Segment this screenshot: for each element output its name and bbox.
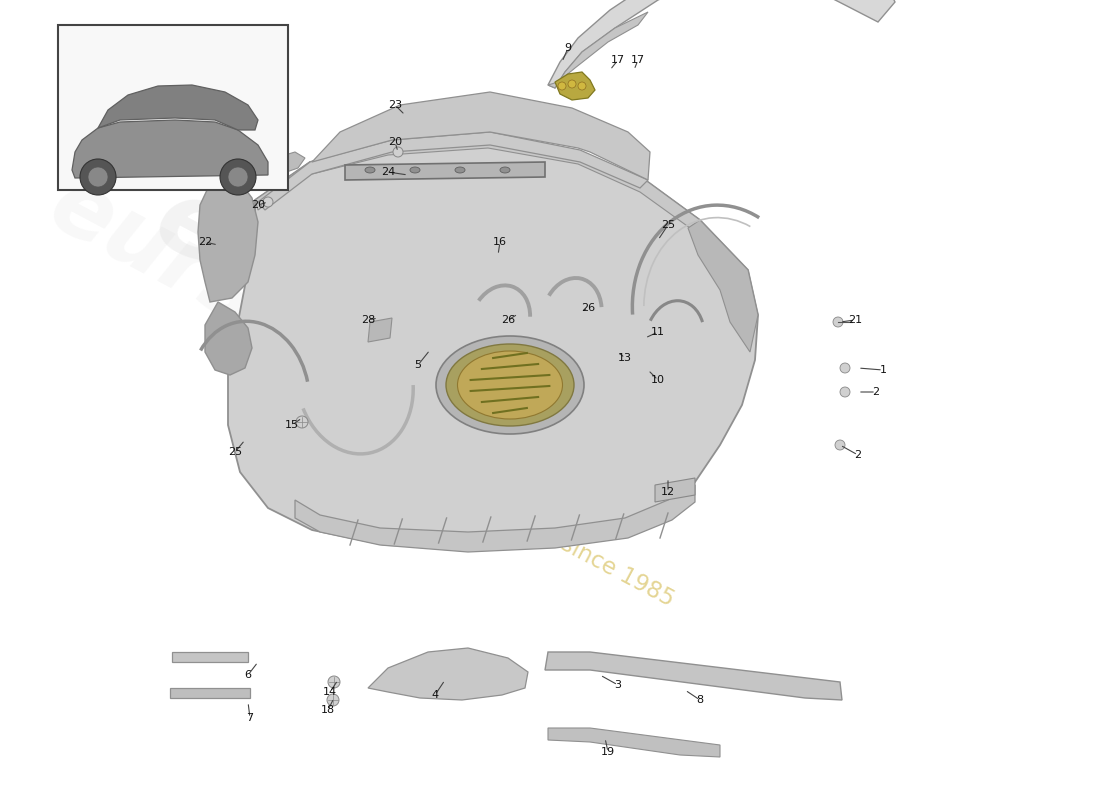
Text: 2: 2 — [872, 387, 880, 397]
Polygon shape — [368, 648, 528, 700]
Circle shape — [88, 167, 108, 187]
Polygon shape — [258, 132, 648, 210]
Polygon shape — [248, 152, 305, 185]
Text: 6: 6 — [244, 670, 252, 680]
Circle shape — [835, 440, 845, 450]
Text: 25: 25 — [661, 220, 675, 230]
Polygon shape — [548, 0, 895, 88]
Text: 15: 15 — [285, 420, 299, 430]
Circle shape — [328, 676, 340, 688]
Text: a passion for parts since 1985: a passion for parts since 1985 — [362, 429, 678, 611]
Text: 23: 23 — [388, 100, 403, 110]
Polygon shape — [72, 120, 268, 178]
Circle shape — [220, 159, 256, 195]
Ellipse shape — [365, 167, 375, 173]
Polygon shape — [688, 220, 758, 352]
Text: 25: 25 — [228, 447, 242, 457]
Text: 11: 11 — [651, 327, 666, 337]
Text: 17: 17 — [610, 55, 625, 65]
Text: 24: 24 — [381, 167, 395, 177]
Ellipse shape — [446, 344, 574, 426]
Circle shape — [568, 80, 576, 88]
Circle shape — [393, 147, 403, 157]
Polygon shape — [368, 318, 392, 342]
Text: 7: 7 — [246, 713, 254, 723]
Text: 12: 12 — [661, 487, 675, 497]
Polygon shape — [544, 652, 842, 700]
Text: eurspares: eurspares — [138, 168, 703, 532]
Text: 14: 14 — [323, 687, 337, 697]
Ellipse shape — [500, 167, 510, 173]
Circle shape — [296, 416, 308, 428]
Polygon shape — [228, 135, 758, 548]
Circle shape — [840, 363, 850, 373]
Ellipse shape — [436, 336, 584, 434]
Circle shape — [263, 197, 273, 207]
Text: 3: 3 — [615, 680, 622, 690]
Polygon shape — [295, 485, 695, 552]
Circle shape — [327, 694, 339, 706]
Text: 16: 16 — [493, 237, 507, 247]
Polygon shape — [548, 728, 720, 757]
Polygon shape — [172, 652, 248, 662]
Text: 26: 26 — [581, 303, 595, 313]
Circle shape — [578, 82, 586, 90]
Polygon shape — [198, 178, 258, 302]
Polygon shape — [548, 12, 648, 88]
Polygon shape — [654, 478, 695, 502]
Circle shape — [833, 317, 843, 327]
Polygon shape — [312, 92, 650, 180]
Polygon shape — [556, 72, 595, 100]
Text: 1: 1 — [880, 365, 887, 375]
Circle shape — [840, 387, 850, 397]
Text: 28: 28 — [361, 315, 375, 325]
Text: 26: 26 — [500, 315, 515, 325]
Text: 19: 19 — [601, 747, 615, 757]
Polygon shape — [170, 688, 250, 698]
Polygon shape — [255, 135, 700, 228]
Polygon shape — [205, 302, 252, 375]
Text: 20: 20 — [388, 137, 403, 147]
Polygon shape — [345, 162, 544, 180]
Polygon shape — [98, 85, 258, 130]
Text: 21: 21 — [848, 315, 862, 325]
Circle shape — [228, 167, 248, 187]
Ellipse shape — [455, 167, 465, 173]
Text: 10: 10 — [651, 375, 666, 385]
Text: 17: 17 — [631, 55, 645, 65]
Text: 8: 8 — [696, 695, 704, 705]
Ellipse shape — [458, 351, 562, 419]
Text: 13: 13 — [618, 353, 632, 363]
Text: 9: 9 — [564, 43, 572, 53]
Circle shape — [80, 159, 116, 195]
FancyBboxPatch shape — [58, 25, 288, 190]
Text: 22: 22 — [198, 237, 212, 247]
Text: 5: 5 — [415, 360, 421, 370]
Text: 18: 18 — [321, 705, 336, 715]
Ellipse shape — [410, 167, 420, 173]
Circle shape — [558, 82, 566, 90]
Text: 2: 2 — [855, 450, 861, 460]
Text: 20: 20 — [251, 200, 265, 210]
Text: 4: 4 — [431, 690, 439, 700]
Text: eurspares: eurspares — [35, 162, 526, 478]
